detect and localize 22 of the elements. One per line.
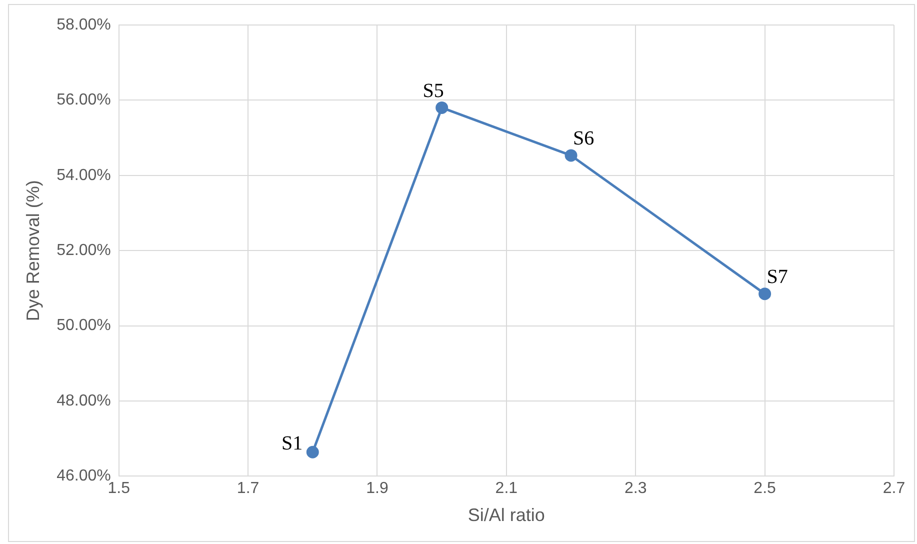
x-axis-title: Si/Al ratio bbox=[468, 505, 545, 526]
x-tick-label: 2.7 bbox=[882, 480, 906, 498]
annotation: S7 bbox=[766, 266, 788, 288]
y-tick-label: 58.00% bbox=[56, 16, 111, 34]
annotation: S1 bbox=[282, 432, 303, 454]
x-tick-label: 1.7 bbox=[236, 480, 260, 498]
annotation: S5 bbox=[422, 80, 444, 102]
x-tick-label: 2.5 bbox=[754, 480, 776, 498]
y-tick-label: 48.00% bbox=[56, 392, 111, 410]
annotation: S6 bbox=[573, 128, 594, 150]
x-tick-label: 2.3 bbox=[624, 480, 647, 498]
point bbox=[758, 288, 772, 300]
point bbox=[436, 101, 448, 114]
point bbox=[306, 446, 319, 458]
y-tick-label: 54.00% bbox=[56, 166, 111, 184]
x-tick-label: 1.9 bbox=[366, 480, 388, 498]
y-axis-title: Dye Removal (%) bbox=[22, 180, 43, 322]
y-tick-label: 52.00% bbox=[56, 242, 111, 260]
point bbox=[564, 149, 578, 162]
y-tick-label: 50.00% bbox=[56, 317, 111, 334]
x-tick-label: 2.1 bbox=[495, 480, 518, 498]
y-tick-label: 56.00% bbox=[56, 92, 111, 109]
